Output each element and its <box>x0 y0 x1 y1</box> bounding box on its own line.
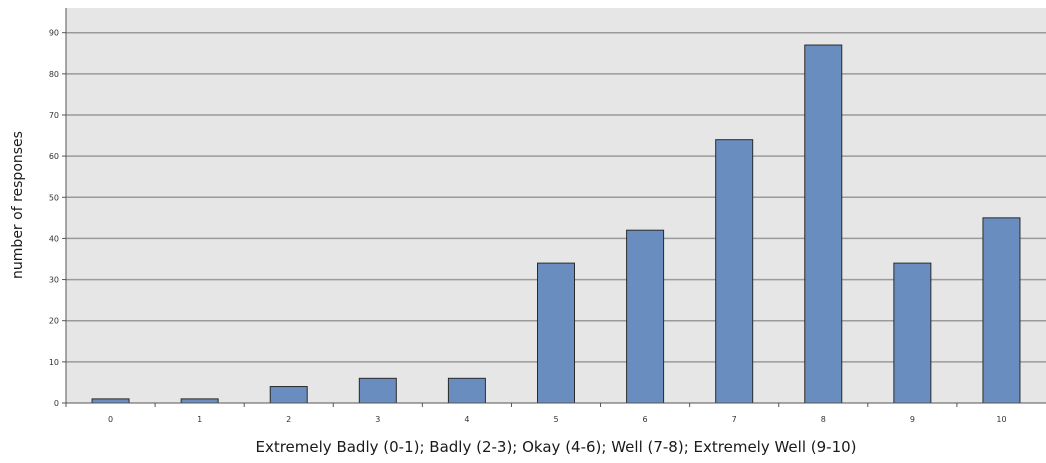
y-tick-label: 50 <box>49 193 59 202</box>
bar-6 <box>626 229 665 404</box>
y-tick-label: 30 <box>49 276 59 285</box>
x-tick-label: 5 <box>553 415 558 424</box>
bar-5 <box>537 262 575 404</box>
x-tick-label: 1 <box>197 415 202 424</box>
x-tick-label: 7 <box>732 415 737 424</box>
bar-7 <box>715 139 754 404</box>
bar-4 <box>447 377 486 404</box>
x-tick-labels: 0 1 2 3 4 5 6 7 8 9 10 <box>65 403 1007 424</box>
y-tick-label: 40 <box>49 234 59 243</box>
y-tick-labels: 0 10 20 30 40 50 60 70 80 90 <box>49 29 66 408</box>
y-tick-label: 60 <box>49 152 59 161</box>
bar-3 <box>358 377 397 404</box>
bar-1 <box>180 398 219 404</box>
x-tick-label: 8 <box>821 415 826 424</box>
y-axis-title: number of responses <box>10 131 26 279</box>
x-tick-label: 2 <box>286 415 291 424</box>
y-tick-label: 10 <box>49 358 59 367</box>
bar-0 <box>91 398 130 404</box>
bar-8 <box>804 44 843 404</box>
x-tick-label: 9 <box>910 415 915 424</box>
x-tick-label: 4 <box>464 415 469 424</box>
x-axis-title: Extremely Badly (0-1); Badly (2-3); Okay… <box>255 438 856 456</box>
bars <box>91 44 1021 404</box>
y-tick-label: 20 <box>49 317 59 326</box>
y-tick-label: 70 <box>49 111 59 120</box>
y-tick-label: 80 <box>49 70 59 79</box>
x-tick-label: 3 <box>375 415 380 424</box>
x-tick-label: 6 <box>643 415 648 424</box>
bar-2 <box>269 386 308 404</box>
bar-10 <box>982 217 1021 404</box>
y-tick-label: 0 <box>54 399 59 408</box>
x-tick-label: 10 <box>996 415 1006 424</box>
y-tick-label: 90 <box>49 29 59 38</box>
bar-9 <box>893 262 932 404</box>
x-tick-label: 0 <box>108 415 113 424</box>
